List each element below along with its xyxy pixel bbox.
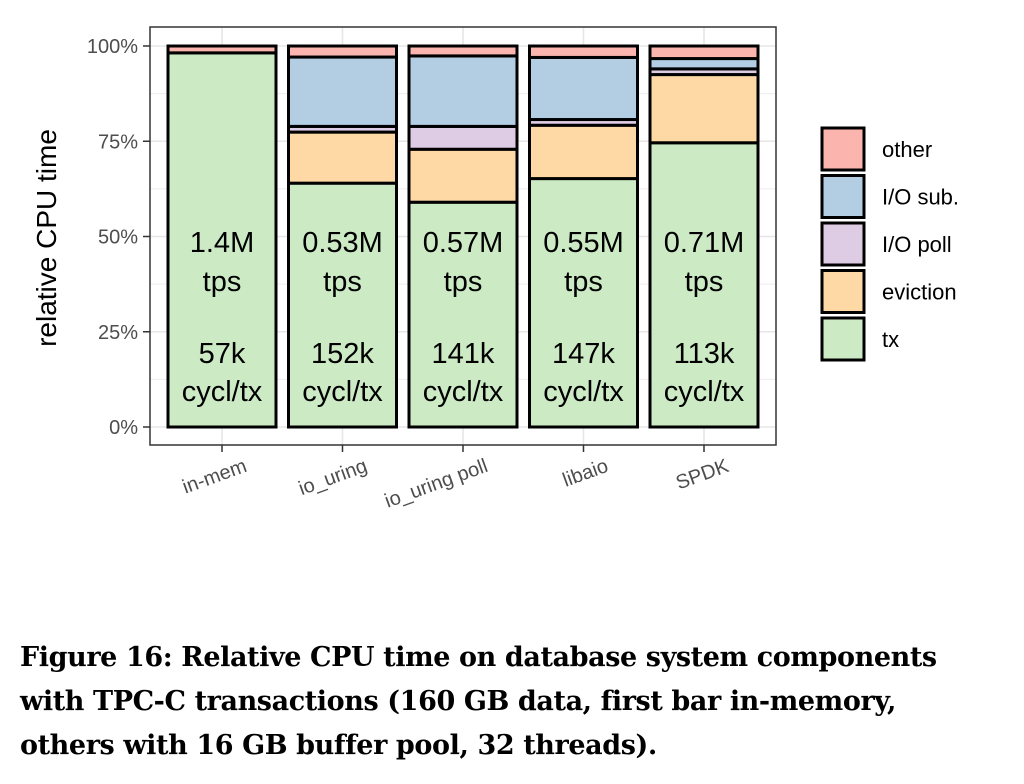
bar-label-cycles-value: 113k: [674, 338, 735, 370]
bar-segment-i-o-sub-: [407, 54, 519, 128]
x-tick-label: SPDK: [673, 455, 732, 495]
bar-label-cycles-value: 152k: [311, 338, 374, 370]
bar-segment-tx: [528, 177, 639, 429]
bar-segment-eviction: [407, 147, 519, 204]
bar-segment-other: [648, 44, 760, 61]
legend-key: [820, 269, 866, 314]
caption-line-3: others with 16 GB buffer pool, 32 thread…: [20, 730, 657, 761]
bar-segment-other: [407, 44, 519, 58]
bar-segment-other: [528, 44, 639, 59]
bar-label-cycles-unit: cycl/tx: [182, 376, 263, 408]
x-tick-label: in-mem: [180, 455, 250, 498]
bar-segment-i-o-poll: [407, 124, 519, 151]
bar-segment-eviction: [648, 73, 760, 145]
y-tick-label: 50%: [98, 227, 138, 249]
bar-label-tps-value: 0.57M: [423, 227, 504, 259]
bar-label-tps-unit: tps: [564, 266, 603, 298]
legend-label: I/O poll: [882, 232, 952, 257]
legend-key: [820, 126, 866, 172]
bar-segment-tx: [287, 181, 398, 429]
y-tick-label: 75%: [98, 131, 138, 153]
y-tick-label: 25%: [98, 322, 138, 344]
caption-line-2: with TPC-C transactions (160 GB data, fi…: [20, 686, 896, 717]
legend-label: tx: [882, 327, 899, 352]
figure-caption: Figure 16: Relative CPU time on database…: [20, 636, 1010, 768]
x-tick-label: libaio: [560, 455, 611, 492]
bar-segment-other: [166, 44, 278, 55]
bar-segment-i-o-sub-: [528, 55, 639, 122]
bar-segment-i-o-sub-: [648, 57, 760, 71]
bar-label-cycles-value: 141k: [432, 338, 495, 370]
y-axis-label: relative CPU time: [31, 129, 62, 347]
bar-label-tps-value: 0.71M: [664, 227, 745, 259]
bar-label-tps-value: 0.53M: [302, 227, 383, 259]
bar-label-cycles-unit: cycl/tx: [664, 376, 745, 408]
bar-label-tps-unit: tps: [323, 266, 362, 298]
legend-key: [820, 174, 866, 219]
bar-segment-eviction: [528, 123, 639, 181]
legend-label: other: [882, 137, 932, 162]
bar-label-cycles-unit: cycl/tx: [543, 376, 624, 408]
x-tick-label: io_uring: [296, 455, 370, 500]
legend-label: I/O sub.: [882, 185, 959, 210]
bar-label-tps-value: 1.4M: [190, 227, 254, 259]
bar-segment-tx: [648, 141, 760, 429]
stacked-bar-chart: 1.4M tps 57k cycl/tx 0.53M tps 152k cycl/tx 0.57…: [31, 26, 959, 513]
bar-segment-tx: [166, 51, 278, 429]
bars: [166, 44, 760, 429]
bar-label-tps-unit: tps: [203, 266, 242, 298]
y-tick-label: 0%: [109, 417, 138, 439]
x-tick-label: io_uring poll: [382, 455, 491, 513]
bar-label-tps-value: 0.55M: [543, 227, 624, 259]
bar-labels: 1.4M tps 57k cycl/tx 0.53M tps 152k cycl/tx 0.57…: [182, 227, 745, 408]
bar-label-cycles-value: 147k: [552, 338, 615, 370]
y-tick-label: 100%: [87, 36, 138, 58]
bar-segment-eviction: [287, 130, 398, 185]
legend-key: [820, 316, 866, 362]
bar-label-cycles-unit: cycl/tx: [423, 376, 504, 408]
bar-label-tps-unit: tps: [685, 266, 724, 298]
legend-label: eviction: [882, 280, 957, 305]
caption-line-1: Figure 16: Relative CPU time on database…: [20, 642, 937, 673]
legend: other I/O sub. I/O poll eviction tx: [820, 126, 959, 362]
legend-key: [820, 221, 866, 267]
bar-segment-other: [287, 44, 398, 59]
bar-label-cycles-unit: cycl/tx: [302, 376, 383, 408]
bar-segment-tx: [407, 200, 519, 429]
bar-segment-i-o-sub-: [287, 55, 398, 128]
bar-label-cycles-value: 57k: [199, 338, 246, 370]
bar-label-tps-unit: tps: [444, 266, 483, 298]
